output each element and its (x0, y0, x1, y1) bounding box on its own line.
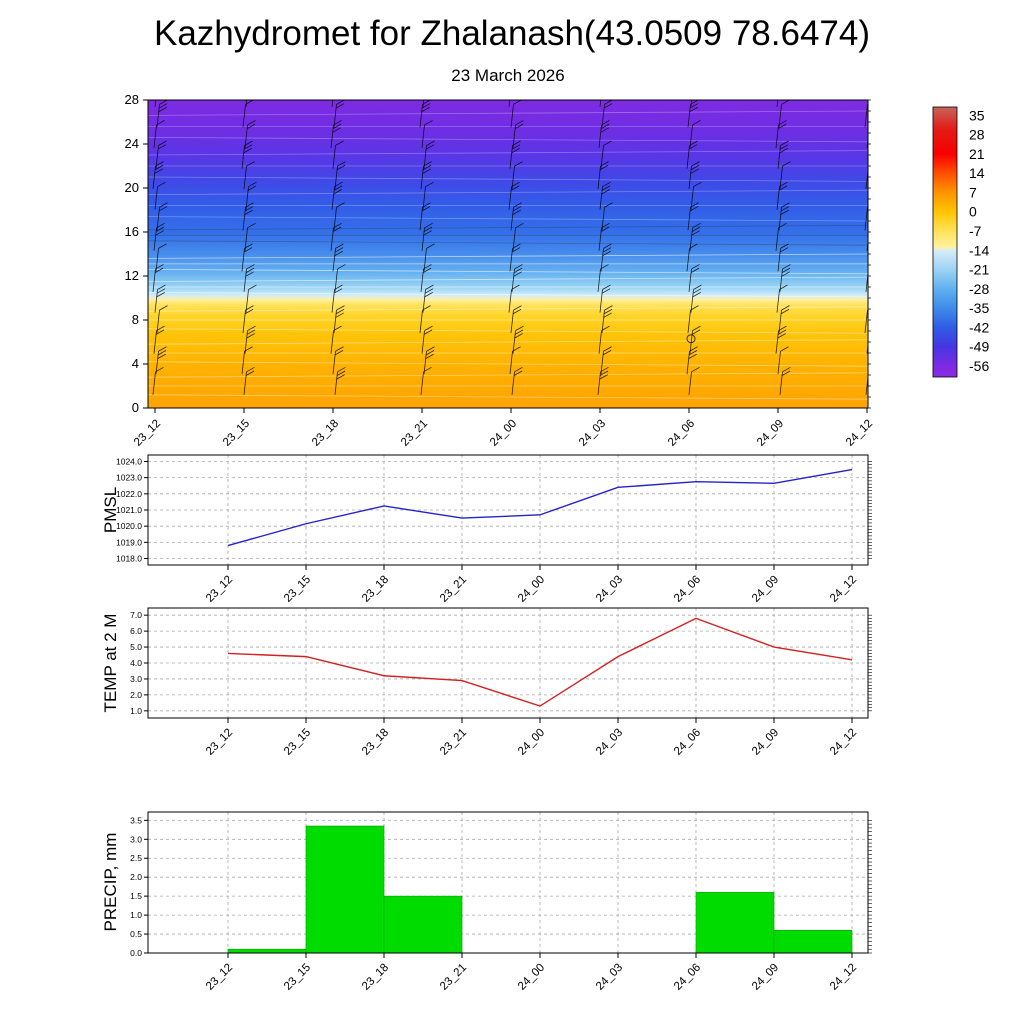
svg-text:-21: -21 (969, 262, 989, 278)
svg-text:-7: -7 (969, 223, 982, 239)
svg-text:1.0: 1.0 (130, 910, 142, 920)
svg-text:21: 21 (969, 146, 985, 162)
svg-text:3.5: 3.5 (130, 815, 142, 825)
svg-text:-14: -14 (969, 242, 989, 258)
svg-text:4: 4 (132, 356, 139, 371)
svg-text:0: 0 (969, 204, 977, 220)
svg-text:-35: -35 (969, 300, 989, 316)
svg-text:35: 35 (969, 107, 985, 123)
svg-text:24: 24 (125, 136, 139, 151)
svg-text:6.0: 6.0 (130, 626, 142, 636)
svg-text:1024.0: 1024.0 (116, 456, 142, 466)
svg-text:1019.0: 1019.0 (116, 537, 142, 547)
svg-text:3.0: 3.0 (130, 674, 142, 684)
svg-text:8: 8 (132, 312, 139, 327)
svg-text:2.5: 2.5 (130, 853, 142, 863)
svg-text:1018.0: 1018.0 (116, 554, 142, 564)
svg-text:28: 28 (969, 127, 985, 143)
svg-text:23_21: 23_21 (438, 962, 469, 993)
svg-text:0.0: 0.0 (130, 948, 142, 958)
page-title: Kazhydromet for Zhalanash(43.0509 78.647… (153, 14, 870, 53)
svg-text:1020.0: 1020.0 (116, 521, 142, 531)
svg-text:24_09: 24_09 (750, 962, 781, 993)
svg-text:28: 28 (125, 92, 139, 107)
svg-text:12: 12 (125, 268, 139, 283)
svg-text:1.0: 1.0 (130, 706, 142, 716)
svg-text:-56: -56 (969, 358, 989, 374)
svg-text:-49: -49 (969, 339, 989, 355)
svg-text:1023.0: 1023.0 (116, 473, 142, 483)
svg-text:5.0: 5.0 (130, 642, 142, 652)
upper-chart-title: 23 March 2026 (451, 66, 565, 85)
svg-text:7: 7 (969, 184, 977, 200)
svg-text:-42: -42 (969, 319, 989, 335)
svg-text:2.0: 2.0 (130, 690, 142, 700)
svg-text:23_15: 23_15 (282, 962, 313, 993)
svg-text:3.0: 3.0 (130, 834, 142, 844)
svg-text:1021.0: 1021.0 (116, 505, 142, 515)
svg-text:24_06: 24_06 (672, 962, 703, 993)
svg-text:16: 16 (125, 224, 139, 239)
svg-text:23_12: 23_12 (204, 962, 235, 993)
svg-text:4.0: 4.0 (130, 658, 142, 668)
svg-text:24_00: 24_00 (516, 962, 547, 993)
svg-text:24_12: 24_12 (828, 962, 859, 993)
svg-text:-28: -28 (969, 281, 989, 297)
svg-text:14: 14 (969, 165, 985, 181)
svg-text:23_18: 23_18 (360, 962, 391, 993)
svg-text:1022.0: 1022.0 (116, 489, 142, 499)
svg-text:2.0: 2.0 (130, 872, 142, 882)
svg-text:20: 20 (125, 180, 139, 195)
svg-text:0: 0 (132, 400, 139, 415)
svg-text:24_03: 24_03 (594, 962, 625, 993)
svg-text:1.5: 1.5 (130, 891, 142, 901)
svg-text:7.0: 7.0 (130, 610, 142, 620)
svg-text:0.5: 0.5 (130, 929, 142, 939)
